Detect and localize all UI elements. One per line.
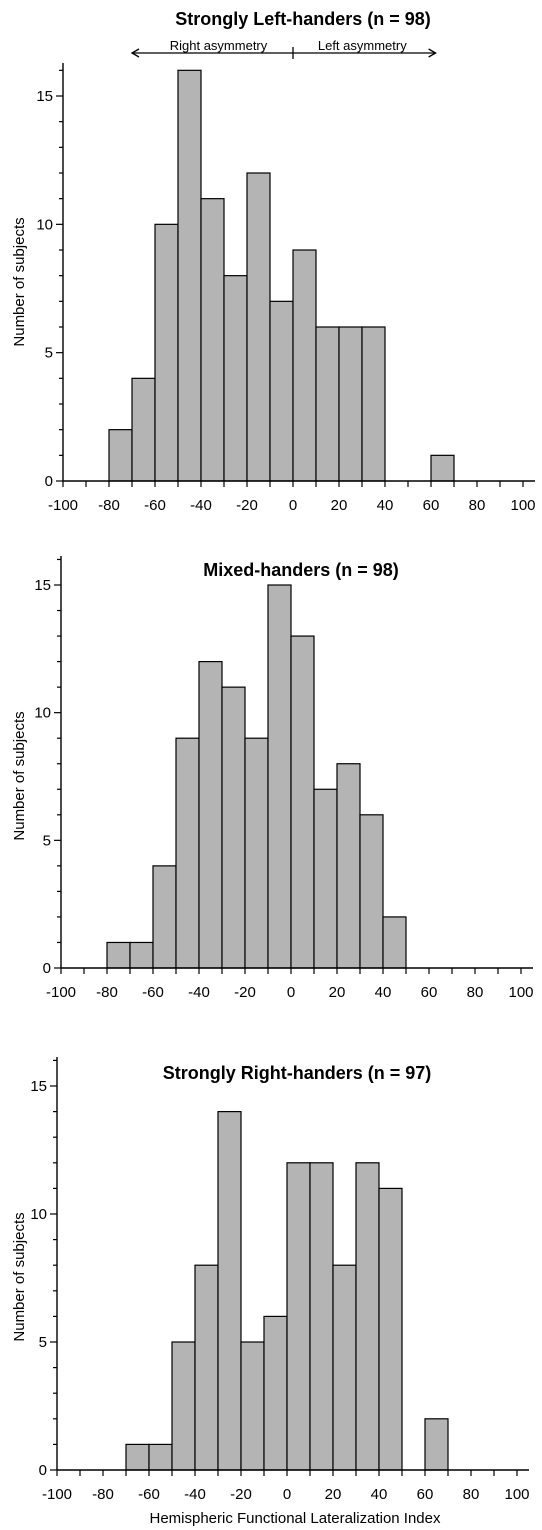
panel-2-bar-40 [382,916,407,969]
panel-1-x-tick-label: -100 [48,497,78,514]
panel-2-x-tick-label: -80 [96,984,118,1001]
panel-1-x-tick-label: 40 [377,497,394,514]
panel-3-y-tick-label: 15 [30,1078,47,1095]
panel-2-x-tick-label: -40 [188,984,210,1001]
panel-1-x-tick-label: 60 [423,497,440,514]
panel-2-x-tick-label: -20 [234,984,256,1001]
panel-2-bar-0 [290,635,315,969]
panel-3-x-tick-label: -40 [184,1486,206,1503]
panel-3-bar-20 [332,1264,357,1471]
panel-1-x-tick-label: 0 [289,497,297,514]
panel-2-x-tick-label: 100 [508,984,533,1001]
panel-3-bar-0 [286,1162,311,1471]
panel-1-bar--10 [269,300,294,482]
panel-3-bar--20 [240,1341,265,1471]
panel-1-title: Strongly Left-handers (n = 98) [175,9,431,29]
panel-2-y-tick-label: 10 [34,705,51,722]
panel-2-y-axis-label: Number of subjects [11,711,28,840]
panel-2-bar-10 [313,788,338,969]
panel-3-title: Strongly Right-handers (n = 97) [163,1063,432,1083]
panel-2-bar--80 [106,941,131,969]
panel-3-x-tick-label: 100 [504,1486,529,1503]
panel-3-bar--50 [171,1341,196,1471]
right-asymmetry-label: Right asymmetry [170,38,268,53]
panel-1-bar-0 [292,249,317,482]
panel-2-x-tick-label: -100 [46,984,76,1001]
panel-3-bar--40 [194,1264,219,1471]
panel-2-bar-30 [359,814,384,969]
panel-3-bar--30 [217,1110,242,1471]
panel-2-y-tick-label: 15 [34,577,51,594]
right-arrowhead [428,48,437,58]
panel-2-bar--50 [175,737,200,969]
left-asymmetry-label: Left asymmetry [318,38,407,53]
panel-3-x-tick-label: 20 [325,1486,342,1503]
panel-3-bar-40 [378,1187,403,1471]
panel-3-x-tick-label: -100 [42,1486,72,1503]
panel-2-title: Mixed-handers (n = 98) [203,560,399,580]
panel-2-x-tick-label: 40 [375,984,392,1001]
panel-1-bar--60 [154,223,179,482]
panel-1-bar-30 [361,326,386,482]
panel-3-x-tick-label: 60 [417,1486,434,1503]
panel-1-bar--20 [246,172,271,482]
panel-2-bar--30 [221,686,246,969]
panel-1-x-tick-label: -20 [236,497,258,514]
panel-1-x-tick-label: 20 [331,497,348,514]
panel-1-x-tick-label: 80 [469,497,486,514]
panel-3-bar--60 [148,1443,173,1471]
panel-2-x-tick-label: 80 [467,984,484,1001]
panel-2-bar--40 [198,660,223,969]
panel-3-y-tick-label: 10 [30,1206,47,1223]
panel-3-x-axis-label: Hemispheric Functional Lateralization In… [150,1510,441,1527]
panel-1-bar-10 [315,326,340,482]
panel-1-x-tick-label: -80 [98,497,120,514]
panel-2-y-tick-label: 0 [43,960,51,977]
panel-2-x-tick-label: 0 [287,984,295,1001]
panel-3-y-tick-label: 0 [39,1462,47,1479]
panel-1-y-tick-label: 15 [36,88,53,105]
panel-3-bar-60 [424,1418,449,1471]
panel-3-x-tick-label: 0 [283,1486,291,1503]
panel-3-y-axis-label: Number of subjects [11,1212,28,1341]
panel-3-y-tick-label: 5 [39,1334,47,1351]
panel-2-x-tick-label: 60 [421,984,438,1001]
panel-3-x-tick-label: -80 [92,1486,114,1503]
panel-3-bar-10 [309,1162,334,1471]
panel-3-x-tick-label: 40 [371,1486,388,1503]
panel-2-bar--20 [244,737,269,969]
panel-1-bar--70 [131,377,156,482]
panel-2-bar--70 [129,941,154,969]
panel-3-bar-30 [355,1162,380,1471]
panel-3-x-tick-label: 80 [463,1486,480,1503]
panel-1-x-tick-label: -60 [144,497,166,514]
panel-1-bar--40 [200,198,225,482]
panel-1-x-tick-label: -40 [190,497,212,514]
panel-3-bar--70 [125,1443,150,1471]
left-arrowhead [130,48,140,58]
panel-1-y-tick-label: 5 [45,345,53,362]
panel-1-y-tick-label: 0 [45,473,53,490]
panel-2-x-tick-label: -60 [142,984,164,1001]
panel-1-bar--30 [223,275,248,482]
panel-2-bar-20 [336,763,361,969]
panel-1-bar--50 [177,69,202,482]
panel-1-x-tick-label: 100 [510,497,535,514]
panel-2-bar--10 [267,584,292,969]
panel-1-bar-60 [430,454,455,482]
panel-3-x-tick-label: -60 [138,1486,160,1503]
panel-2-x-tick-label: 20 [329,984,346,1001]
panel-1-bar--80 [108,429,133,482]
panel-1-bar-20 [338,326,363,482]
panel-3-bar--10 [263,1315,288,1471]
panel-1-y-axis-label: Number of subjects [11,217,28,346]
panel-3-x-tick-label: -20 [230,1486,252,1503]
panel-2-bar--60 [152,865,177,969]
panel-1-y-tick-label: 10 [36,216,53,233]
panel-2-y-tick-label: 5 [43,832,51,849]
